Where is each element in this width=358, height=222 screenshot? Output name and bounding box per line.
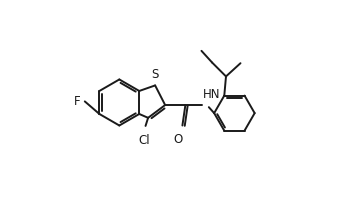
- Text: HN: HN: [202, 88, 220, 101]
- Text: Cl: Cl: [139, 135, 150, 147]
- Text: S: S: [151, 68, 159, 81]
- Text: F: F: [74, 95, 81, 108]
- Text: O: O: [174, 133, 183, 146]
